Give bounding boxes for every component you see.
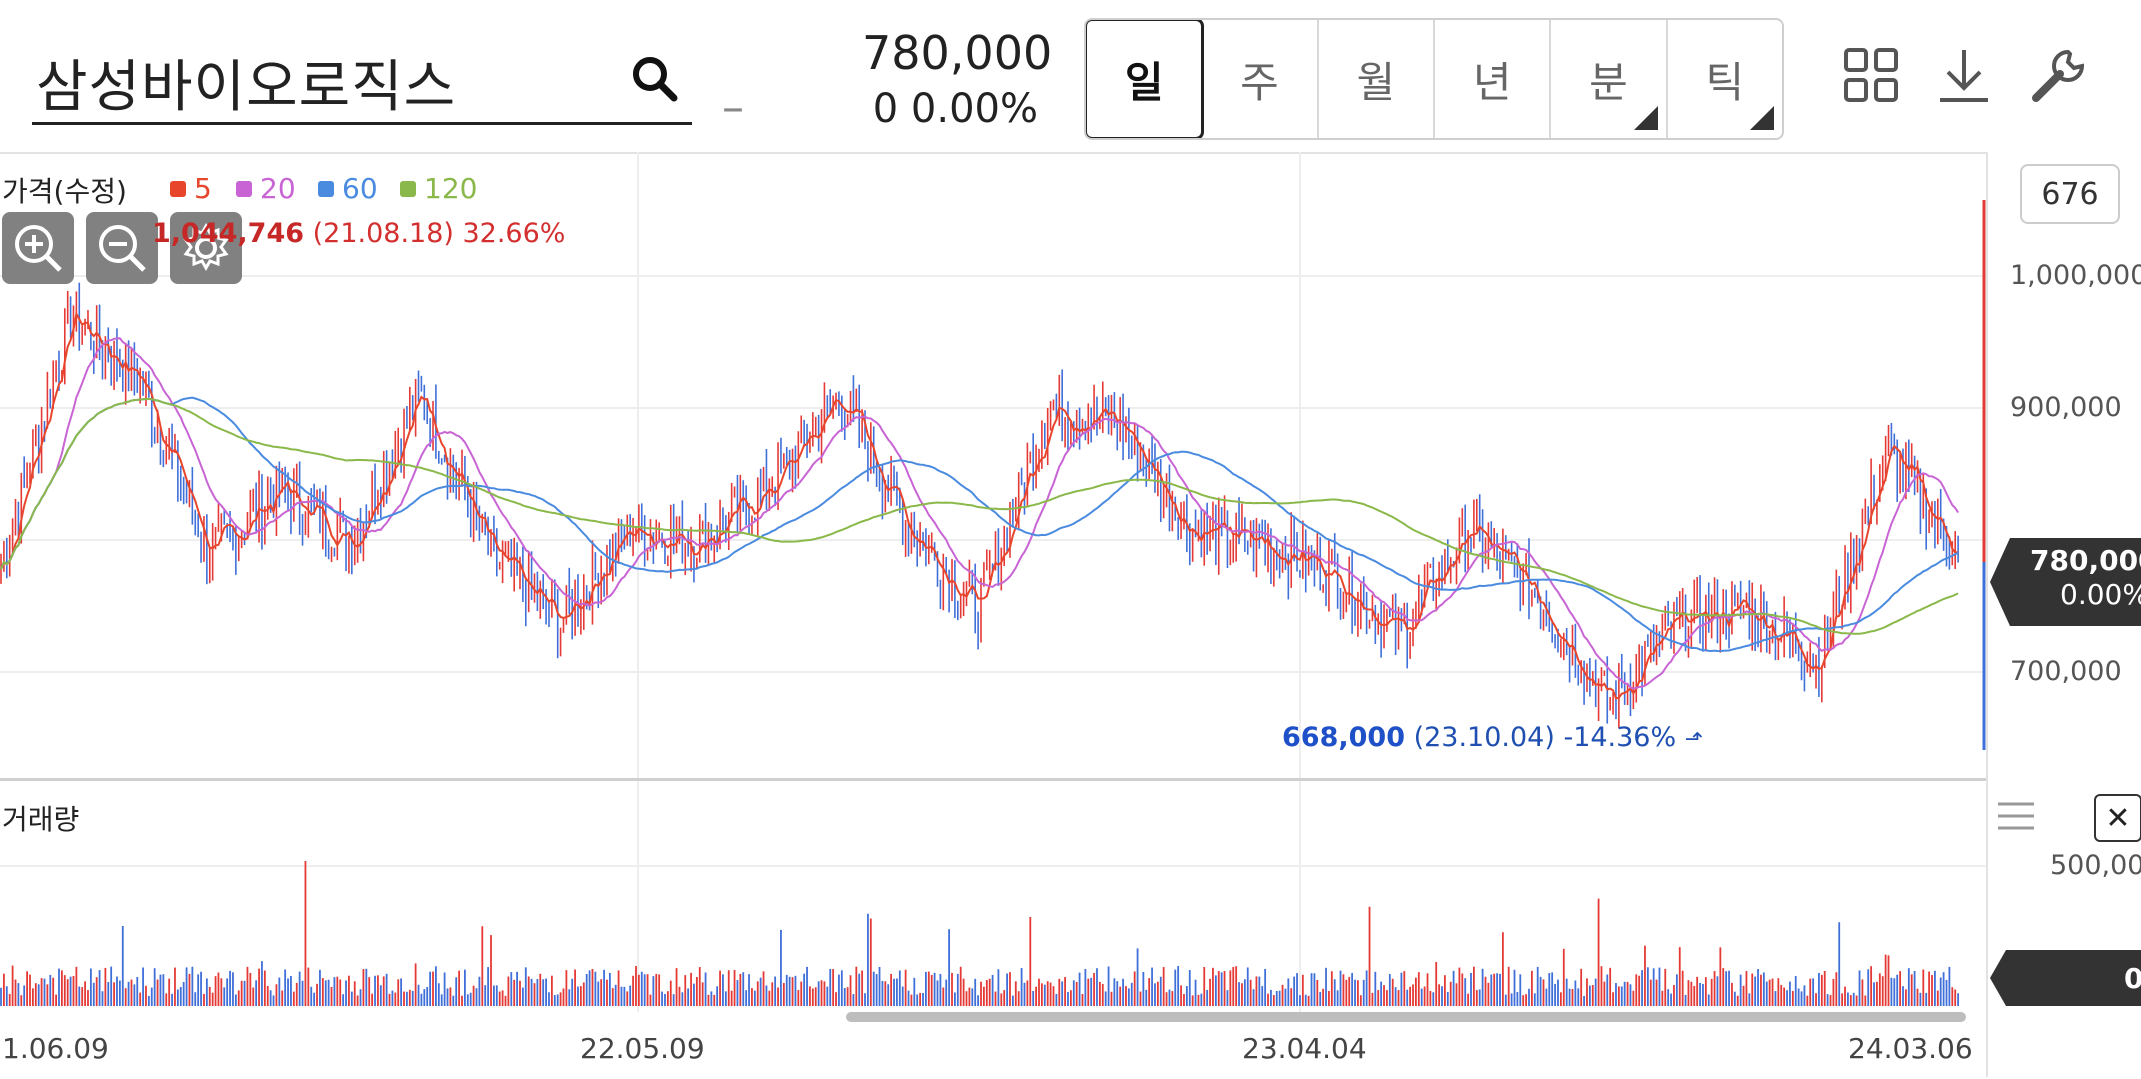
zoom-in-button[interactable] (2, 212, 74, 284)
menu-icon[interactable] (1996, 798, 2036, 834)
x-tick-label: 1.06.09 (2, 1032, 109, 1065)
period-tab-0[interactable]: 일 (1086, 20, 1205, 138)
period-tab-label: 년 (1472, 57, 1512, 107)
y-tick-label: 900,000 (2010, 392, 2122, 423)
chart-settings-button[interactable] (170, 212, 242, 284)
search-icon[interactable] (628, 52, 680, 104)
stock-search-field[interactable]: 삼성바이오로직스 (32, 20, 692, 125)
ma-line-60 (0, 396, 1959, 653)
price-chart[interactable] (0, 152, 1986, 1012)
period-tab-label: 틱 (1705, 57, 1745, 107)
x-tick-label: 24.03.06 (1848, 1032, 1973, 1065)
period-tab-4[interactable]: 분 (1551, 20, 1668, 138)
period-tab-3[interactable]: 년 (1435, 20, 1552, 138)
last-volume-tag (1990, 950, 2141, 1006)
zoom-in-icon (15, 225, 62, 272)
volume-axis-tick: 500,000 (2050, 850, 2141, 881)
ma-line-120 (0, 397, 1959, 635)
submenu-corner-icon (1749, 106, 1774, 130)
period-tab-label: 분 (1589, 57, 1628, 107)
wrench-icon[interactable] (2028, 46, 2088, 106)
close-icon: ✕ (2105, 800, 2131, 836)
period-tab-1[interactable]: 주 (1202, 20, 1319, 138)
legend-label: 5 (194, 172, 212, 205)
legend-swatch (318, 180, 334, 197)
ma-line-5 (0, 311, 1959, 700)
zoom-out-icon (99, 225, 146, 272)
legend-item-ma120[interactable]: 120 (400, 172, 477, 205)
x-tick-label: 23.04.04 (1242, 1032, 1367, 1065)
low-price-annotation: 668,000 (23.10.04) -14.36% ⬏ (1282, 722, 1704, 753)
price-change: 0 0.00% (872, 86, 1038, 132)
price-panel-label: 가격(수정) (2, 175, 127, 208)
period-tab-2[interactable]: 월 (1319, 20, 1435, 138)
chart-scrollbar[interactable] (846, 1012, 1966, 1022)
zoom-out-button[interactable] (86, 212, 158, 284)
download-icon[interactable] (1934, 46, 1994, 106)
last-price-value: 780,000 (2030, 544, 2141, 577)
legend-item-ma5[interactable]: 5 (170, 172, 212, 205)
high-price-annotation: 1,044,746 (21.08.18) 32.66% (152, 218, 565, 249)
legend-label: 120 (424, 172, 478, 205)
period-tab-5[interactable]: 틱 (1668, 20, 1782, 138)
legend-item-ma20[interactable]: 20 (236, 172, 296, 205)
gear-icon (183, 222, 229, 272)
legend-label: 20 (260, 172, 296, 205)
change-indicator: – (722, 82, 744, 133)
last-price-tag (1990, 538, 2141, 626)
low-detail: (23.10.04) -14.36% (1404, 722, 1677, 753)
y-tick-label: 1,000,000 (2010, 260, 2141, 291)
period-tab-label: 주 (1240, 57, 1279, 107)
x-tick-label: 22.05.09 (580, 1032, 705, 1065)
low-value: 668,000 (1282, 722, 1405, 753)
legend-swatch (236, 180, 252, 197)
chart-area[interactable] (0, 152, 2141, 1079)
high-value: 1,044,746 (152, 218, 305, 249)
legend-swatch (400, 180, 416, 197)
candle-count-badge[interactable]: 676 (2020, 164, 2120, 224)
last-volume-value: 0 (2124, 962, 2141, 995)
volume-panel-label: 거래량 (2, 803, 80, 836)
panel-divider[interactable] (0, 778, 1986, 781)
legend-label: 60 (342, 172, 378, 205)
submenu-corner-icon (1633, 106, 1658, 130)
y-tick-label: 700,000 (2010, 656, 2122, 687)
legend-item-ma60[interactable]: 60 (318, 172, 378, 205)
last-price-pct: 0.00% (2060, 578, 2141, 611)
ma-line-20 (0, 337, 1959, 690)
close-volume-button[interactable]: ✕ (2094, 794, 2141, 842)
legend-swatch (170, 180, 186, 197)
period-tab-label: 일 (1124, 57, 1164, 107)
current-price: 780,000 (862, 26, 1053, 80)
grid-layout-icon[interactable] (1842, 46, 1902, 106)
high-detail: (21.08.18) 32.66% (304, 218, 566, 249)
period-tab-label: 월 (1356, 57, 1396, 107)
stock-name: 삼성바이오로직스 (36, 55, 457, 120)
